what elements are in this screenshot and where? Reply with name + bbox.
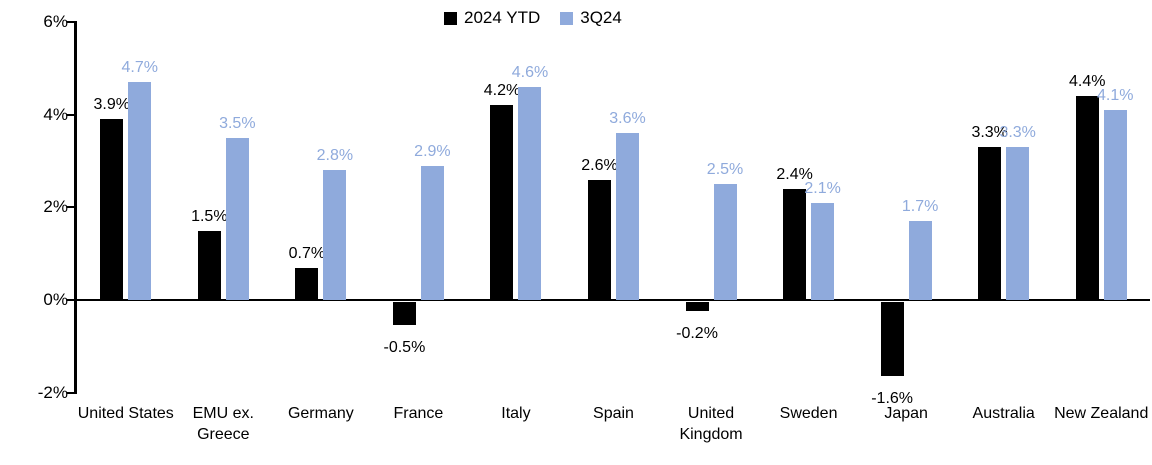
legend-item-3q24: 3Q24 bbox=[560, 8, 622, 28]
bar-value-label: 1.5% bbox=[191, 207, 228, 225]
bar-2024-ytd-france bbox=[392, 302, 416, 326]
bar-2024-ytd-germany bbox=[295, 267, 319, 300]
legend-swatch-icon bbox=[560, 11, 574, 25]
legend-label: 3Q24 bbox=[580, 8, 622, 27]
bar-value-label: 3.3% bbox=[971, 124, 1008, 142]
bar-value-label: 4.4% bbox=[1068, 73, 1106, 91]
bar-value-label: 2.9% bbox=[414, 142, 451, 160]
category-label-united-states: United States bbox=[77, 405, 174, 422]
bar-2024-ytd-united-states bbox=[100, 119, 124, 300]
y-axis-tick bbox=[67, 391, 75, 394]
bar-value-label: 4.2% bbox=[483, 82, 521, 100]
category-label-france: France bbox=[393, 405, 444, 422]
category-label-united-kingdom: United Kingdom bbox=[679, 405, 743, 443]
category-label-sweden: Sweden bbox=[779, 405, 838, 422]
bar-value-label: -0.5% bbox=[383, 339, 426, 357]
legend-item-2024-ytd: 2024 YTD bbox=[444, 8, 540, 28]
category-label-australia: Australia bbox=[972, 405, 1035, 422]
bar-3q24-united-states bbox=[128, 82, 152, 300]
bar-2024-ytd-australia bbox=[978, 147, 1002, 300]
bar-3q24-emu-ex-greece bbox=[225, 137, 249, 300]
legend-swatch-icon bbox=[444, 11, 457, 25]
bar-3q24-sweden bbox=[811, 202, 835, 300]
bar-3q24-australia bbox=[1006, 147, 1030, 300]
bar-value-label: 3.9% bbox=[93, 96, 130, 114]
bar-2024-ytd-united-kingdom bbox=[685, 302, 709, 312]
legend-label: 2024 YTD bbox=[464, 8, 541, 27]
bar-3q24-spain bbox=[616, 133, 639, 300]
bar-3q24-united-kingdom bbox=[713, 184, 737, 300]
y-axis-line bbox=[74, 21, 77, 394]
y-axis-tick bbox=[67, 206, 75, 209]
y-tick-label: 6% bbox=[43, 12, 68, 32]
y-axis-tick bbox=[67, 113, 75, 116]
bar-value-label: 3.5% bbox=[219, 114, 256, 132]
bar-value-label: -0.2% bbox=[676, 325, 718, 343]
y-axis-tick bbox=[67, 299, 75, 301]
bar-3q24-new-zealand bbox=[1103, 110, 1127, 300]
category-label-germany: Germany bbox=[287, 405, 354, 422]
bar-value-label: 4.7% bbox=[121, 59, 158, 77]
bar-2024-ytd-italy bbox=[490, 105, 514, 300]
category-label-japan: Japan bbox=[884, 405, 928, 422]
bar-3q24-japan bbox=[908, 221, 932, 300]
bar-value-label: 3.3% bbox=[999, 124, 1036, 142]
bar-value-label: 2.6% bbox=[581, 156, 618, 174]
y-axis-tick bbox=[67, 21, 75, 24]
zero-baseline bbox=[77, 299, 1150, 301]
chart-legend: 2024 YTD 3Q24 bbox=[444, 8, 622, 28]
y-tick-label: 0% bbox=[43, 290, 68, 309]
bar-2024-ytd-sweden bbox=[783, 188, 807, 300]
bar-2024-ytd-emu-ex-greece bbox=[197, 230, 221, 300]
bar-value-label: 4.1% bbox=[1096, 87, 1134, 105]
bar-3q24-italy bbox=[518, 86, 542, 300]
bar-2024-ytd-new-zealand bbox=[1075, 96, 1099, 300]
bar-3q24-germany bbox=[323, 170, 347, 300]
bar-value-label: 2.8% bbox=[316, 147, 354, 165]
bar-value-label: 3.6% bbox=[609, 110, 646, 128]
bar-2024-ytd-spain bbox=[588, 179, 611, 300]
category-label-spain: Spain bbox=[593, 405, 634, 422]
y-tick-label: -2% bbox=[37, 382, 68, 402]
bar-value-label: -1.6% bbox=[871, 390, 914, 408]
bar-value-label: 2.5% bbox=[706, 161, 744, 179]
y-tick-label: 4% bbox=[43, 104, 68, 124]
bar-value-label: 2.4% bbox=[776, 165, 813, 183]
category-label-italy: Italy bbox=[501, 405, 531, 422]
bar-value-label: 2.1% bbox=[804, 179, 841, 197]
bar-value-label: 0.7% bbox=[288, 244, 326, 262]
bar-2024-ytd-japan bbox=[880, 302, 904, 377]
bar-value-label: 1.7% bbox=[901, 198, 939, 216]
y-tick-label: 2% bbox=[43, 197, 68, 217]
category-label-new-zealand: New Zealand bbox=[1054, 405, 1149, 422]
bar-3q24-france bbox=[420, 165, 444, 300]
bar-value-label: 4.6% bbox=[511, 63, 549, 81]
category-label-emu-ex-greece: EMU ex. Greece bbox=[192, 405, 254, 443]
